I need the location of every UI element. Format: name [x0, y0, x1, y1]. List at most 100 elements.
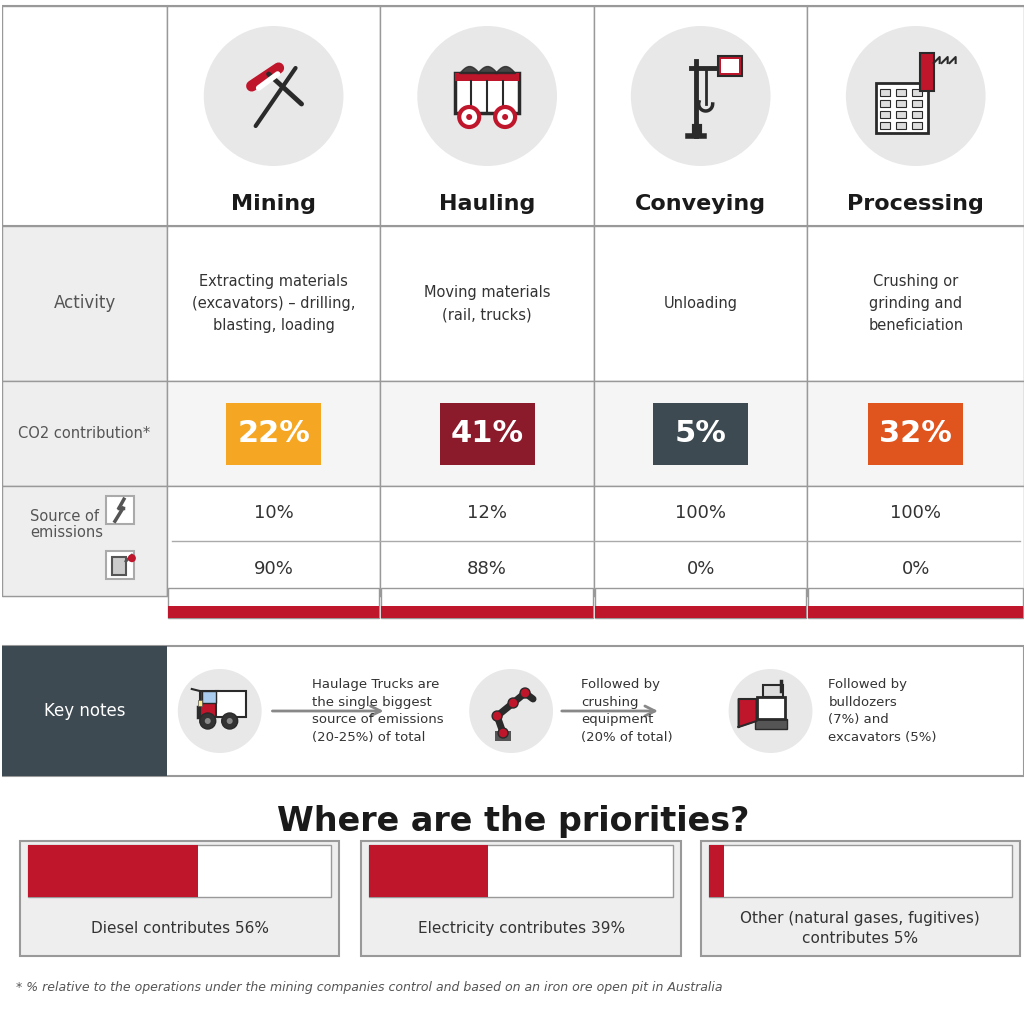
Bar [2, 486, 167, 596]
Circle shape [418, 26, 557, 166]
Bar [20, 841, 340, 956]
Circle shape [222, 713, 238, 729]
Bar [594, 486, 808, 596]
Bar [896, 111, 906, 118]
Bar [198, 700, 202, 706]
Circle shape [128, 554, 136, 562]
Bar [718, 56, 741, 76]
Bar [876, 83, 928, 133]
Bar [381, 588, 593, 618]
Text: Other (natural gases, fugitives)
contributes 5%: Other (natural gases, fugitives) contrib… [740, 911, 980, 946]
Polygon shape [738, 699, 757, 727]
Text: 100%: 100% [675, 505, 726, 522]
Bar [868, 402, 964, 464]
Circle shape [493, 711, 502, 721]
Bar [216, 691, 246, 717]
Text: 5%: 5% [675, 419, 727, 448]
Bar [755, 719, 786, 729]
Bar [105, 552, 134, 579]
Circle shape [498, 728, 508, 738]
Bar [700, 841, 1020, 956]
Bar [2, 226, 167, 381]
Bar [168, 606, 379, 618]
Bar [2, 486, 1024, 596]
Bar [911, 122, 922, 129]
Text: emissions: emissions [30, 524, 103, 539]
Bar [718, 56, 741, 76]
Bar [911, 100, 922, 107]
Bar [370, 845, 487, 897]
Bar [757, 697, 784, 719]
Bar [2, 646, 1024, 776]
Bar [105, 496, 134, 524]
Text: Key notes: Key notes [44, 702, 125, 720]
Text: Hauling: Hauling [439, 194, 536, 214]
Text: 10%: 10% [254, 505, 294, 522]
Text: Moving materials
(rail, trucks): Moving materials (rail, trucks) [424, 284, 550, 322]
Text: Haulage Trucks are
the single biggest
source of emissions
(20-25%) of total: Haulage Trucks are the single biggest so… [311, 679, 443, 744]
Bar [721, 59, 738, 73]
Bar [167, 226, 380, 381]
Circle shape [459, 107, 479, 127]
Bar [200, 691, 218, 717]
Bar [439, 402, 535, 464]
Circle shape [204, 26, 343, 166]
Bar [370, 845, 673, 897]
Bar [28, 845, 332, 897]
Bar [2, 6, 167, 226]
Text: * % relative to the operations under the mining companies control and based on a: * % relative to the operations under the… [16, 981, 723, 995]
Text: 0%: 0% [901, 560, 930, 577]
Text: Processing: Processing [847, 194, 984, 214]
Bar [709, 845, 724, 897]
Bar [2, 381, 167, 486]
Bar [880, 89, 890, 96]
Text: 100%: 100% [890, 505, 941, 522]
Bar [496, 731, 511, 741]
Text: Extracting materials
(excavators) – drilling,
blasting, loading: Extracting materials (excavators) – dril… [191, 273, 355, 333]
Text: Crushing or
grinding and
beneficiation: Crushing or grinding and beneficiation [868, 273, 964, 333]
Text: Unloading: Unloading [664, 296, 737, 311]
Text: 88%: 88% [467, 560, 507, 577]
Circle shape [846, 26, 985, 166]
Bar [2, 646, 167, 776]
Bar [2, 6, 1024, 226]
Bar [595, 606, 807, 618]
Circle shape [502, 114, 508, 120]
Bar [167, 486, 380, 596]
Bar [880, 100, 890, 107]
Text: Activity: Activity [53, 295, 116, 313]
Bar [167, 381, 380, 486]
Text: Electricity contributes 39%: Electricity contributes 39% [418, 920, 625, 936]
Bar [896, 89, 906, 96]
Bar [2, 226, 1024, 381]
Bar [361, 841, 681, 956]
Bar [380, 486, 594, 596]
Text: 12%: 12% [467, 505, 507, 522]
Bar [808, 381, 1024, 486]
Text: Followed by
crushing
equipment
(20% of total): Followed by crushing equipment (20% of t… [581, 679, 673, 744]
Circle shape [469, 669, 553, 753]
Circle shape [466, 114, 472, 120]
Circle shape [631, 26, 770, 166]
Bar [594, 381, 808, 486]
Circle shape [178, 669, 262, 753]
Circle shape [520, 688, 530, 698]
Text: Conveying: Conveying [635, 194, 766, 214]
Text: Source of: Source of [30, 509, 99, 524]
Bar [380, 381, 594, 486]
Text: CO2 contribution*: CO2 contribution* [18, 426, 151, 441]
Bar [595, 588, 807, 618]
Bar [226, 402, 321, 464]
Text: 90%: 90% [254, 560, 294, 577]
Bar [763, 685, 782, 697]
Bar [709, 845, 1012, 897]
Bar [808, 226, 1024, 381]
Bar [2, 381, 1024, 486]
Bar [167, 6, 380, 226]
Bar [809, 588, 1023, 618]
Bar [808, 6, 1024, 226]
Bar [809, 606, 1023, 618]
Text: Diesel contributes 56%: Diesel contributes 56% [91, 920, 269, 936]
Bar [911, 111, 922, 118]
Bar [920, 53, 934, 91]
